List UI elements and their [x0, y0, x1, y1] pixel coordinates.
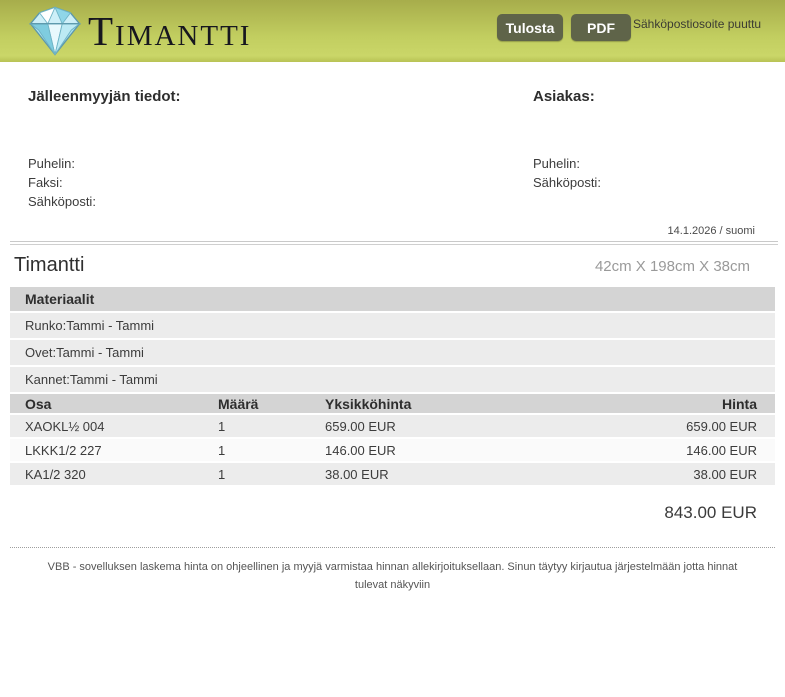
- item-price: 146.00 EUR: [686, 442, 757, 458]
- table-row: XAOKL½ 004 1 659.00 EUR 659.00 EUR: [10, 415, 775, 439]
- brand-logo: Timantti: [26, 3, 251, 59]
- materials-header: Materiaalit: [10, 287, 775, 313]
- item-part: LKKK1/2 227: [25, 442, 102, 458]
- item-qty: 1: [218, 442, 226, 458]
- pdf-button[interactable]: PDF: [571, 14, 631, 41]
- material-row: Ovet:Tammi - Tammi: [10, 340, 775, 367]
- item-unit-price: 146.00 EUR: [325, 442, 396, 458]
- dealer-info: Jälleenmyyjän tiedot: Puhelin: Faksi: Sä…: [28, 88, 533, 211]
- brand-wordmark: Timantti: [88, 8, 252, 54]
- print-button[interactable]: Tulosta: [497, 14, 563, 41]
- customer-info: Asiakas: Puhelin: Sähköposti:: [533, 88, 757, 211]
- customer-email-label: Sähköposti:: [533, 175, 601, 190]
- footer-divider: [10, 547, 775, 548]
- col-header-hinta: Hinta: [722, 395, 757, 412]
- item-price: 659.00 EUR: [686, 418, 757, 434]
- col-header-yksikkohinta: Yksikköhinta: [325, 395, 412, 412]
- item-qty: 1: [218, 418, 226, 434]
- materials-section: Materiaalit Runko:Tammi - Tammi Ovet:Tam…: [10, 287, 775, 394]
- dealer-email-label: Sähköposti:: [28, 194, 96, 209]
- product-name: Timantti: [14, 254, 85, 276]
- col-header-osa: Osa: [25, 395, 52, 412]
- app-header: Timantti Tulosta PDF Sähköpostiosoite pu…: [0, 0, 785, 62]
- item-price: 38.00 EUR: [693, 466, 757, 482]
- items-table: Osa Määrä Yksikköhinta Hinta XAOKL½ 004 …: [10, 394, 775, 487]
- customer-phone-label: Puhelin:: [533, 156, 580, 171]
- col-header-maara: Määrä: [218, 395, 259, 412]
- items-table-header: Osa Määrä Yksikköhinta Hinta: [10, 394, 775, 415]
- material-row: Kannet:Tammi - Tammi: [10, 367, 775, 394]
- dealer-fax-label: Faksi:: [28, 175, 63, 190]
- table-row: LKKK1/2 227 1 146.00 EUR 146.00 EUR: [10, 439, 775, 463]
- diamond-icon: [29, 6, 81, 56]
- item-unit-price: 38.00 EUR: [325, 466, 389, 482]
- date-locale: 14.1.2026 / suomi: [667, 225, 755, 237]
- disclaimer-text: VBB - sovelluksen laskema hinta on ohjee…: [47, 561, 738, 592]
- item-part: XAOKL½ 004: [25, 418, 105, 434]
- product-dimensions: 42cm X 198cm X 38cm: [594, 258, 750, 275]
- total-price: 843.00 EUR: [664, 503, 757, 522]
- email-missing-notice: Sähköpostiosoite puuttu: [633, 17, 762, 31]
- product-title-row: Timantti 42cm X 198cm X 38cm: [10, 245, 775, 287]
- material-row: Runko:Tammi - Tammi: [10, 313, 775, 340]
- item-qty: 1: [218, 466, 226, 482]
- item-unit-price: 659.00 EUR: [325, 418, 396, 434]
- item-part: KA1/2 320: [25, 466, 86, 482]
- section-divider: [10, 241, 778, 245]
- quote-body: Timantti 42cm X 198cm X 38cm Materiaalit…: [10, 245, 775, 594]
- dealer-phone-label: Puhelin:: [28, 156, 75, 171]
- customer-title: Asiakas:: [533, 88, 595, 105]
- dealer-title: Jälleenmyyjän tiedot:: [28, 88, 181, 105]
- table-row: KA1/2 320 1 38.00 EUR 38.00 EUR: [10, 463, 775, 487]
- contact-info-section: Jälleenmyyjän tiedot: Puhelin: Faksi: Sä…: [0, 62, 785, 211]
